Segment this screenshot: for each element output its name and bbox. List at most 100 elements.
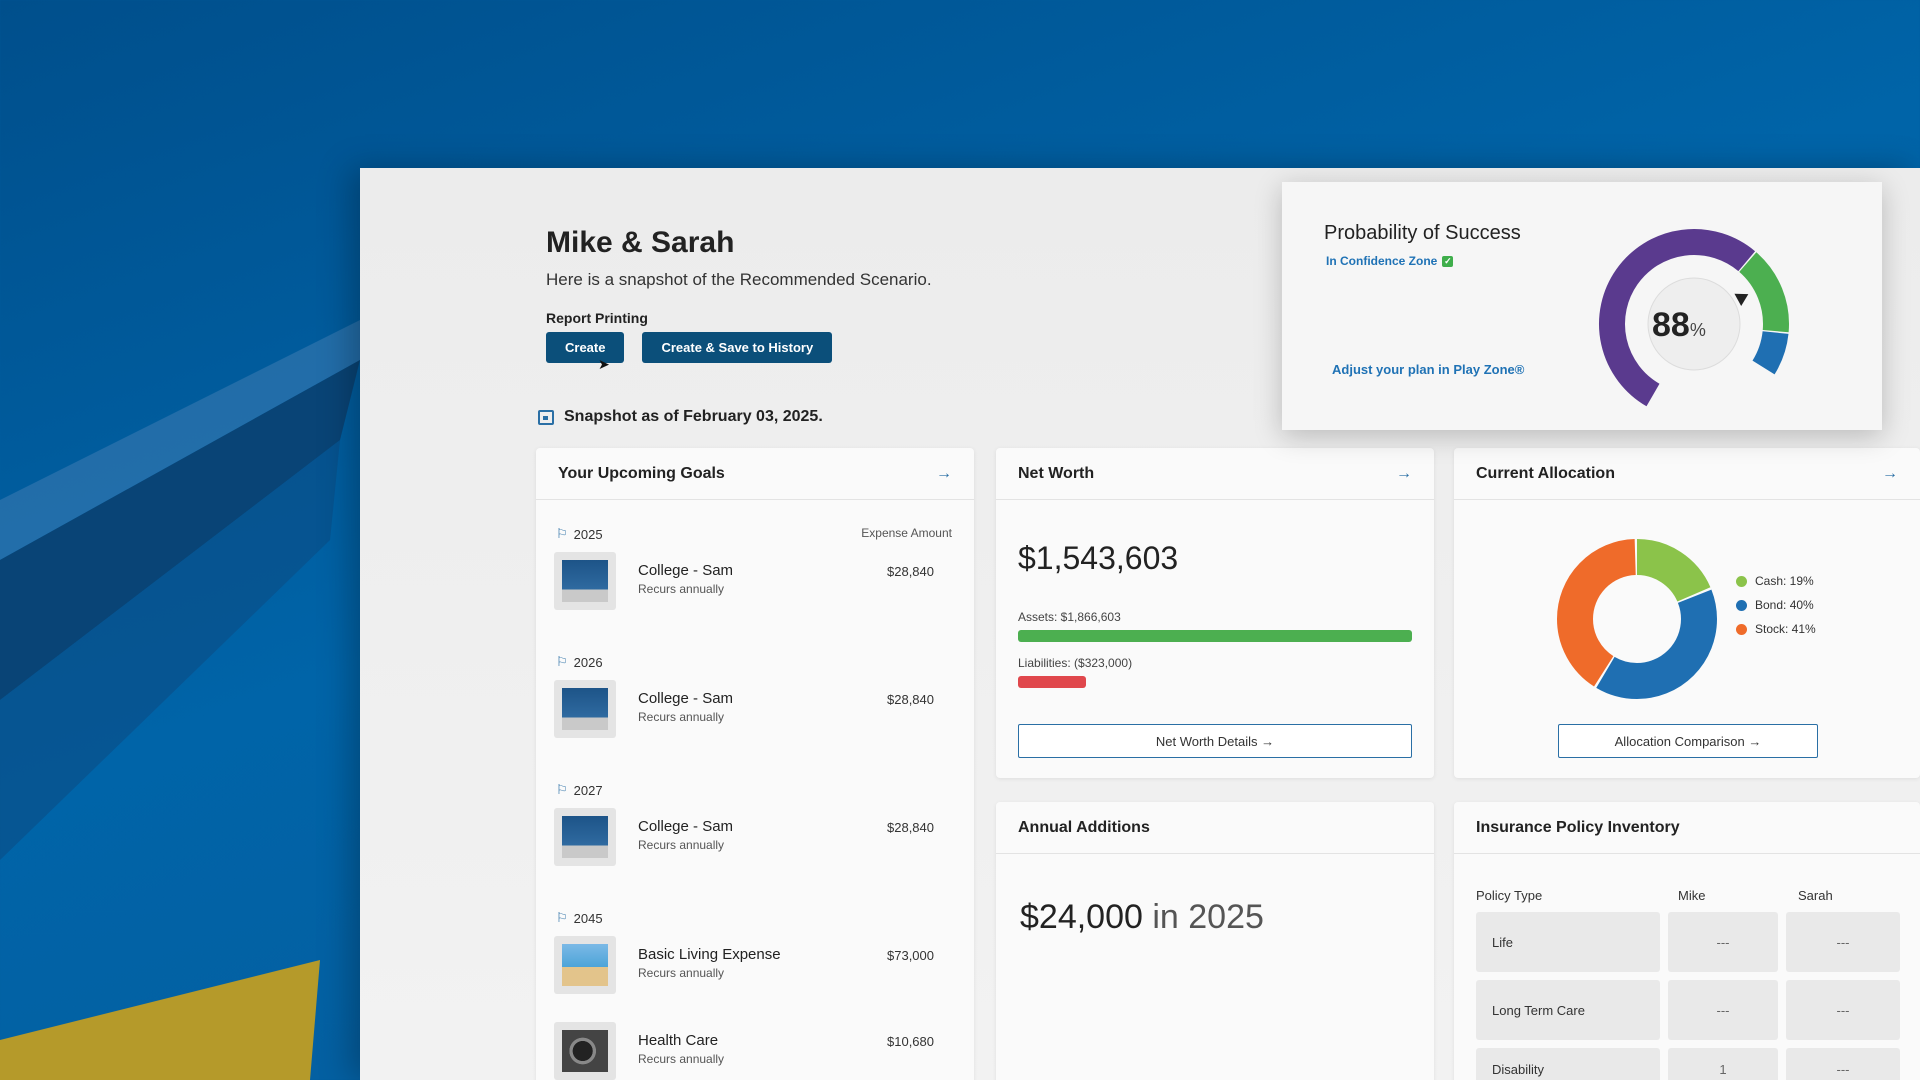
probability-gauge — [1599, 229, 1789, 407]
goal-amount: $28,840 — [887, 564, 934, 579]
allocation-header: Current Allocation → — [1454, 448, 1920, 500]
snapshot-text: Snapshot as of February 03, 2025. — [564, 408, 823, 425]
assets-bar — [1018, 630, 1412, 642]
goal-item[interactable]: College - Sam Recurs annually $28,840 — [554, 680, 954, 740]
allocation-title: Current Allocation — [1476, 464, 1615, 482]
col-policy-type: Policy Type — [1476, 888, 1543, 903]
probability-unit: % — [1689, 320, 1706, 340]
dashboard-sheet: Mike & Sarah Here is a snapshot of the R… — [360, 168, 1920, 1080]
table-cell: --- — [1786, 980, 1900, 1040]
legend-dot-stock — [1736, 623, 1747, 635]
table-cell: --- — [1786, 912, 1900, 972]
goal-amount: $28,840 — [887, 692, 934, 707]
confidence-zone-status: In Confidence Zone ✓ — [1326, 254, 1454, 268]
goal-recurrence: Recurs annually — [638, 582, 725, 596]
liabilities-label: Liabilities: ($323,000) — [1018, 656, 1133, 670]
arrow-right-icon[interactable]: → — [1882, 464, 1898, 482]
goal-item[interactable]: College - Sam Recurs annually $28,840 — [554, 552, 954, 612]
table-row-type: Life — [1476, 912, 1660, 972]
snapshot-date: Snapshot as of February 03, 2025. — [538, 408, 823, 426]
play-zone-link[interactable]: Adjust your plan in Play Zone® — [1332, 362, 1525, 377]
goal-item[interactable]: College - Sam Recurs annually $28,840 — [554, 808, 954, 868]
goal-thumbnail — [554, 680, 616, 738]
table-row-type: Long Term Care — [1476, 980, 1660, 1040]
goal-year-2045: ⚐ 2045 — [556, 910, 603, 926]
flag-icon: ⚐ — [556, 654, 568, 669]
allocation-comparison-button[interactable]: Allocation Comparison → — [1558, 724, 1818, 758]
gauge-center — [1647, 277, 1741, 371]
net-worth-details-label: Net Worth Details — [1155, 733, 1258, 749]
goal-year-2026: ⚐ 2026 — [556, 654, 603, 670]
goal-recurrence: Recurs annually — [638, 710, 725, 724]
table-cell: --- — [1786, 1048, 1900, 1080]
check-icon: ✓ — [1442, 255, 1454, 267]
assets-label: Assets: $1,866,603 — [1018, 610, 1121, 624]
annual-additions-title: Annual Additions — [1018, 818, 1150, 836]
probability-of-success-card: Probability of Success In Confidence Zon… — [1282, 182, 1882, 430]
gauge-pointer — [1734, 293, 1749, 307]
col-sarah: Sarah — [1798, 888, 1833, 903]
goal-thumbnail — [554, 552, 616, 610]
goal-name: Health Care — [638, 1032, 719, 1049]
goal-name: College - Sam — [638, 690, 734, 707]
flag-icon: ⚐ — [556, 910, 568, 925]
table-cell: 1 — [1668, 1048, 1778, 1080]
donut-slice-0 — [1557, 539, 1717, 699]
header: Mike & Sarah Here is a snapshot of the R… — [546, 226, 932, 363]
table-row-type: Disability — [1476, 1048, 1660, 1080]
goal-amount: $10,680 — [887, 1034, 934, 1049]
legend-dot-cash — [1736, 575, 1747, 587]
table-cell: --- — [1668, 980, 1778, 1040]
goal-year-label: 2026 — [573, 654, 603, 670]
goal-item[interactable]: Basic Living Expense Recurs annually $73… — [554, 936, 954, 996]
report-buttons: Create Create & Save to History — [546, 332, 932, 363]
col-mike: Mike — [1678, 888, 1706, 903]
report-printing-label: Report Printing — [546, 310, 648, 326]
legend-label: Stock: 41% — [1755, 622, 1816, 636]
goal-item[interactable]: Health Care Recurs annually $10,680 — [554, 1022, 954, 1080]
annual-additions-card: Annual Additions $24,000 in 2025 — [996, 802, 1434, 1080]
allocation-donut-chart — [1557, 539, 1717, 699]
goal-name: College - Sam — [638, 562, 734, 579]
goal-thumbnail — [554, 936, 616, 994]
donut-slice-2 — [1557, 539, 1717, 699]
insurance-header: Insurance Policy Inventory — [1454, 802, 1920, 854]
gauge-segment-purple — [1599, 229, 1756, 407]
liabilities-bar — [1018, 676, 1087, 688]
goal-amount: $28,840 — [887, 820, 934, 835]
goal-name: Basic Living Expense — [638, 946, 781, 963]
expense-amount-header: Expense Amount — [861, 526, 952, 540]
legend-item-bond: Bond: 40% — [1736, 598, 1816, 612]
upcoming-goals-card: Your Upcoming Goals → Expense Amount ⚐ 2… — [536, 448, 974, 1080]
create-save-history-button[interactable]: Create & Save to History — [642, 332, 833, 363]
net-worth-title: Net Worth — [1018, 464, 1095, 482]
table-cell: --- — [1668, 912, 1778, 972]
net-worth-details-button[interactable]: Net Worth Details → — [1018, 724, 1412, 758]
legend-label: Bond: 40% — [1755, 598, 1814, 612]
create-button[interactable]: Create — [546, 332, 625, 363]
goal-year-label: 2045 — [573, 910, 603, 926]
page-title: Mike & Sarah — [546, 226, 735, 259]
confidence-zone-label: In Confidence Zone — [1326, 254, 1438, 268]
insurance-inventory-card: Insurance Policy Inventory Policy Type M… — [1454, 802, 1920, 1080]
current-allocation-card: Current Allocation → Cash: 19% Bond: 40%… — [1454, 448, 1920, 778]
allocation-legend: Cash: 19% Bond: 40% Stock: 41% — [1736, 574, 1816, 646]
goal-recurrence: Recurs annually — [638, 838, 725, 852]
goal-recurrence: Recurs annually — [638, 966, 725, 980]
calendar-icon — [538, 409, 554, 425]
arrow-right-icon[interactable]: → — [936, 464, 952, 482]
additions-amount: $24,000 — [1020, 898, 1143, 936]
annual-additions-header: Annual Additions — [996, 802, 1434, 854]
goals-card-title: Your Upcoming Goals — [558, 464, 725, 482]
goal-name: College - Sam — [638, 818, 734, 835]
gauge-segment-blue — [1752, 330, 1789, 375]
legend-item-cash: Cash: 19% — [1736, 574, 1816, 588]
flag-icon: ⚐ — [556, 526, 568, 541]
arrow-right-icon[interactable]: → — [1396, 464, 1412, 482]
donut-slice-1 — [1557, 539, 1717, 699]
goal-year-label: 2025 — [573, 526, 603, 542]
legend-item-stock: Stock: 41% — [1736, 622, 1816, 636]
goal-thumbnail — [554, 1022, 616, 1080]
flag-icon: ⚐ — [556, 782, 568, 797]
